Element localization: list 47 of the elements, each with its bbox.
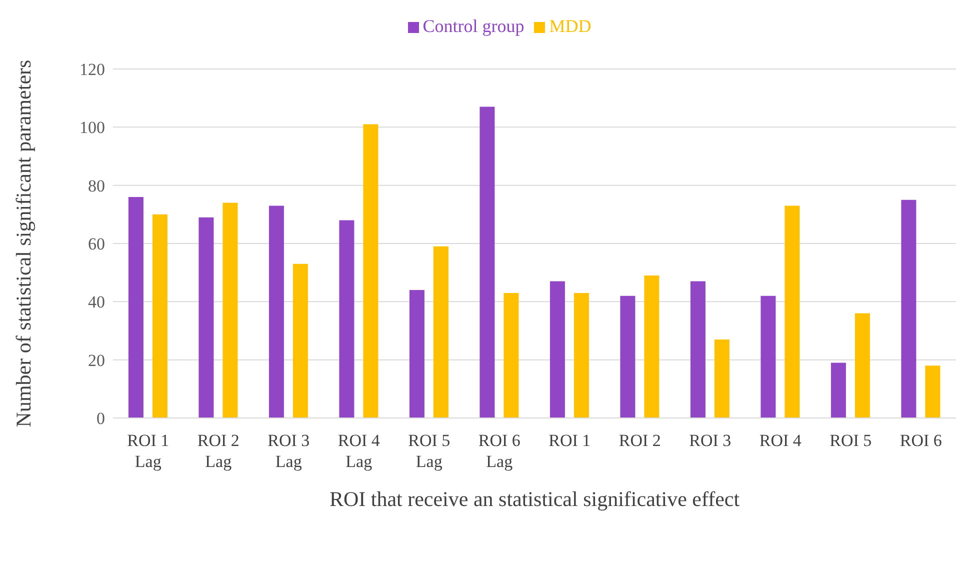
y-tick-label: 120 <box>80 60 105 80</box>
bar <box>830 362 846 418</box>
bar <box>714 339 730 418</box>
bar <box>222 202 238 418</box>
x-tick-label: ROI 1 Lag <box>127 431 170 471</box>
y-tick-label: 100 <box>80 118 105 138</box>
y-tick-label: 60 <box>88 234 105 254</box>
bar <box>433 246 448 418</box>
x-tick-label: ROI 2 <box>618 431 661 450</box>
bar <box>574 292 589 418</box>
bar <box>901 200 916 418</box>
bar <box>339 220 354 418</box>
x-tick-label: ROI 3 <box>689 431 732 450</box>
x-tick-label: ROI 6 <box>900 431 942 450</box>
bar <box>409 290 424 418</box>
bar <box>480 106 495 418</box>
x-tick-label: ROI 3 Lag <box>268 431 310 471</box>
bar <box>198 217 214 418</box>
x-tick-label: ROI 6 Lag <box>478 431 520 471</box>
y-tick-label: 20 <box>88 350 105 370</box>
y-tick-label: 0 <box>96 409 105 428</box>
bar <box>644 275 660 418</box>
legend-label: Control group <box>422 16 524 36</box>
bar <box>620 296 636 418</box>
bar <box>760 296 776 418</box>
bar <box>152 214 168 418</box>
x-tick-label: ROI 5 Lag <box>408 431 450 471</box>
x-axis-title: ROI that receive an statistical significative effect <box>329 487 740 511</box>
bar <box>690 281 706 418</box>
bar <box>550 281 565 418</box>
bar <box>504 292 519 418</box>
bar <box>268 206 284 418</box>
y-tick-label: 80 <box>88 176 105 196</box>
bar <box>854 313 870 418</box>
y-axis-title: Number of statistical significant parameters <box>11 60 36 428</box>
y-tick-label: 40 <box>88 292 105 312</box>
x-tick-label: ROI 1 <box>548 431 591 450</box>
bar <box>292 264 308 418</box>
x-tick-label: ROI 2 Lag <box>197 431 240 471</box>
x-tick-label: ROI 4 <box>759 431 802 450</box>
legend-label: MDD <box>549 16 592 36</box>
x-tick-label: ROI 5 <box>830 431 872 450</box>
x-tick-label: ROI 4 Lag <box>338 431 380 471</box>
bar <box>128 196 144 418</box>
bar <box>363 124 378 418</box>
bar <box>925 366 940 418</box>
bar <box>784 206 800 418</box>
